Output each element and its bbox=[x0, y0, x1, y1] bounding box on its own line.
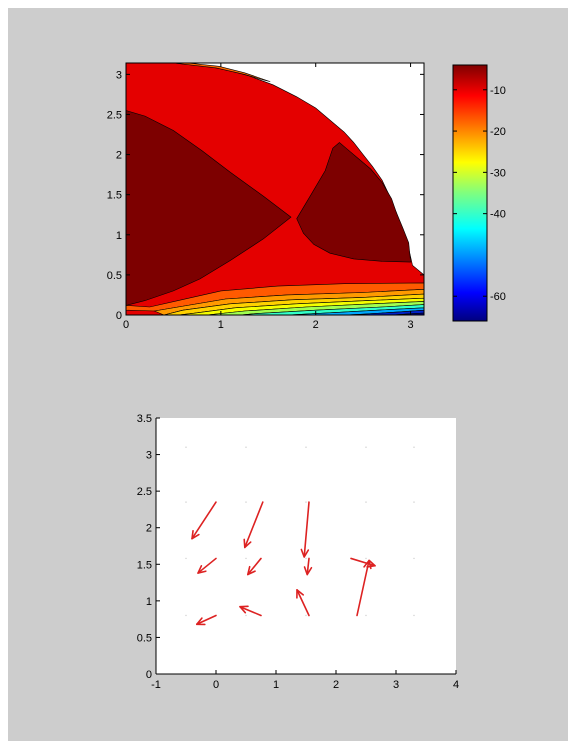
colorbar: -10 -20 -30 -40 -60 bbox=[452, 64, 506, 322]
quiver-grid-dots bbox=[185, 446, 415, 617]
colorbar-tick-label: -60 bbox=[490, 291, 506, 303]
quiver-y-axis: 0 0.5 1 1.5 2 2.5 3 3.5 bbox=[137, 413, 160, 681]
quiver-arrow-2 bbox=[300, 501, 310, 558]
contour-x-axis: 0 1 2 3 bbox=[123, 63, 414, 331]
contour-x-tick-label: 0 bbox=[123, 319, 129, 331]
quiver-grid-dot bbox=[365, 557, 367, 560]
quiver-arrow-8 bbox=[196, 614, 217, 626]
quiver-x-tick-label: 1 bbox=[273, 679, 279, 691]
quiver-grid-dot bbox=[413, 501, 415, 503]
quiver-grid-dot bbox=[413, 557, 415, 560]
contour-axes-box bbox=[125, 62, 425, 316]
quiver-y-tick-label: 2.5 bbox=[137, 486, 152, 498]
quiver-grid-dot bbox=[245, 501, 247, 503]
quiver-grid-dot bbox=[245, 446, 247, 448]
contour-y-tick-label: 3 bbox=[116, 69, 122, 81]
quiver-arrow-9 bbox=[239, 605, 262, 617]
quiver-arrow-10 bbox=[296, 589, 310, 617]
contour-y-tick-label: 1.5 bbox=[107, 190, 122, 202]
quiver-axes-background bbox=[156, 418, 456, 674]
contour-y-tick-label: 1 bbox=[116, 230, 122, 242]
quiver-grid-dot bbox=[245, 614, 247, 617]
contour-x-tick-label: 1 bbox=[218, 319, 224, 331]
contour-region-2 bbox=[296, 142, 411, 263]
colorbar-tick-label: -30 bbox=[490, 167, 506, 179]
quiver-x-tick-label: 2 bbox=[333, 679, 339, 691]
colorbar-gradient bbox=[452, 64, 488, 322]
quiver-grid-dot bbox=[365, 614, 367, 617]
quiver-arrows bbox=[191, 501, 376, 626]
quiver-y-tick-label: 3.5 bbox=[137, 413, 152, 425]
contour-x-tick-label: 3 bbox=[408, 319, 414, 331]
contour-plot: 0 1 2 3 0 0.5 1 1.5 2 2.5 3 bbox=[107, 62, 425, 331]
quiver-x-axis: -1 0 1 2 3 4 bbox=[151, 670, 459, 691]
quiver-arrow-7 bbox=[350, 557, 376, 568]
contour-region-1 bbox=[126, 110, 292, 306]
quiver-arrow-0 bbox=[191, 501, 217, 540]
quiver-grid-dot bbox=[185, 446, 187, 448]
quiver-grid-dot bbox=[185, 501, 187, 503]
quiver-grid-dot bbox=[185, 614, 187, 617]
contour-y-tick-label: 0 bbox=[116, 310, 122, 322]
colorbar-tick-label: -20 bbox=[490, 126, 506, 138]
quiver-arrow-1 bbox=[243, 501, 264, 549]
contour-region-3 bbox=[173, 63, 271, 82]
quiver-x-tick-label: -1 bbox=[151, 679, 161, 691]
quiver-grid-dot bbox=[185, 557, 187, 560]
quiver-plot: -1 0 1 2 3 4 00.511.522.533.5 bbox=[137, 413, 459, 691]
quiver-grid-dot bbox=[305, 557, 307, 560]
quiver-y-tick-label: 0.5 bbox=[137, 632, 152, 644]
quiver-x-tick-label: 0 bbox=[213, 679, 219, 691]
quiver-y-tick-label: 3 bbox=[146, 450, 152, 462]
quiver-grid-dot bbox=[305, 446, 307, 448]
quiver-y-tick-label: 1.5 bbox=[137, 559, 152, 571]
quiver-x-tick-label: 4 bbox=[453, 679, 459, 691]
contour-y-axis: 0 0.5 1 1.5 2 2.5 3 bbox=[107, 69, 424, 322]
quiver-x-tick-label: 3 bbox=[393, 679, 399, 691]
quiver-y-tick-label: 0 bbox=[146, 669, 152, 681]
quiver-arrow-4 bbox=[247, 557, 262, 576]
quiver-grid-dot bbox=[413, 446, 415, 448]
quiver-y-tick-label: 2 bbox=[146, 523, 152, 535]
quiver-grid-dot bbox=[365, 501, 367, 503]
quiver-grid-dot bbox=[305, 614, 307, 617]
quiver-arrow-5 bbox=[303, 557, 313, 576]
contour-regions bbox=[126, 63, 424, 315]
contour-y-tick-label: 0.5 bbox=[107, 270, 122, 282]
contour-y-tick-label: 2.5 bbox=[107, 109, 122, 121]
colorbar-ticks: -10 -20 -30 -40 -60 bbox=[453, 85, 506, 303]
quiver-grid-dot bbox=[245, 557, 247, 560]
quiver-grid-dot bbox=[413, 614, 415, 617]
quiver-arrow-3 bbox=[197, 557, 217, 574]
quiver-grid-dot bbox=[305, 501, 307, 503]
contour-y-tick-label: 2 bbox=[116, 150, 122, 162]
colorbar-tick-label: -40 bbox=[490, 209, 506, 221]
quiver-y-tick-label: 1 bbox=[146, 596, 152, 608]
quiver-grid-dot bbox=[365, 446, 367, 448]
colorbar-tick-label: -10 bbox=[490, 85, 506, 97]
contour-x-tick-label: 2 bbox=[313, 319, 319, 331]
